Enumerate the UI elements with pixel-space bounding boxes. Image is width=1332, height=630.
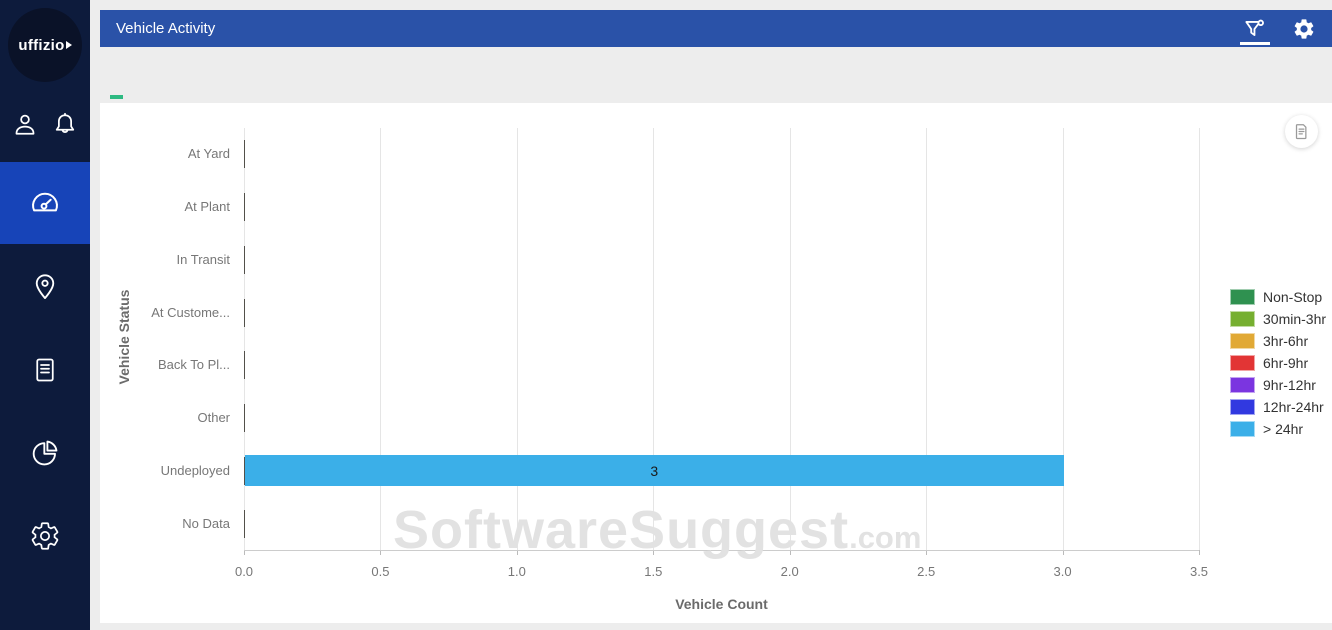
gridline	[1062, 128, 1064, 550]
sidebar-item-user[interactable]	[10, 110, 40, 140]
y-axis-title: Vehicle Status	[116, 289, 132, 385]
widget-tab-indicator[interactable]	[110, 95, 123, 99]
legend-item-non-stop[interactable]: Non-Stop	[1230, 289, 1326, 305]
header-actions	[1238, 10, 1320, 47]
legend-item-12hr-24hr[interactable]: 12hr-24hr	[1230, 399, 1326, 415]
legend-swatch	[1230, 421, 1255, 437]
x-tick-label: 3.0	[1053, 564, 1072, 579]
legend-label: 3hr-6hr	[1263, 333, 1309, 349]
sidebar-item-reports[interactable]	[0, 345, 90, 395]
logo-text: uffizio	[18, 36, 65, 54]
page-title: Vehicle Activity	[116, 20, 216, 37]
legend-label: 9hr-12hr	[1263, 377, 1316, 393]
bar-undeployed[interactable]: 3	[245, 455, 1064, 487]
y-category-label: At Custome...	[151, 304, 230, 320]
y-category-label: At Plant	[184, 199, 230, 215]
legend-label: Non-Stop	[1263, 289, 1323, 305]
sidebar-item-dashboard[interactable]	[0, 162, 90, 244]
filter-icon	[1245, 19, 1264, 36]
y-category-label: In Transit	[176, 251, 230, 267]
chart-legend: Non-Stop 30min-3hr 3hr-6hr 6hr-9hr 9hr-12hr 1…	[1230, 289, 1326, 443]
legend-swatch	[1230, 377, 1255, 393]
x-axis-tick	[1062, 550, 1064, 555]
legend-item--24hr[interactable]: > 24hr	[1230, 421, 1326, 437]
y-axis-tick	[244, 509, 245, 538]
x-axis-tick	[789, 550, 791, 555]
y-category-label: No Data	[182, 515, 230, 531]
legend-label: 6hr-9hr	[1263, 355, 1309, 371]
uffizio-logo: uffizio	[8, 8, 82, 82]
bar-value-label: 3	[650, 462, 659, 479]
legend-swatch	[1230, 399, 1255, 415]
bell-icon	[55, 112, 75, 133]
legend-item-6hr-9hr[interactable]: 6hr-9hr	[1230, 355, 1326, 371]
legend-swatch	[1230, 355, 1255, 371]
x-tick-label: 0.0	[234, 564, 254, 579]
x-tick-label: 2.0	[780, 564, 799, 579]
header-settings-button[interactable]	[1288, 10, 1320, 47]
x-axis-tick	[516, 550, 518, 555]
legend-label: 30min-3hr	[1263, 311, 1327, 327]
x-tick-label: 0.5	[371, 564, 390, 579]
x-axis-tick	[926, 550, 928, 555]
export-document-icon	[1295, 124, 1307, 140]
vehicle-activity-chart-panel: 0.0 0.5 1.0 1.5 2.0 2.5 3.0 3.5 At Yard At Plant I…	[100, 103, 1332, 623]
y-axis-line	[244, 128, 245, 550]
gridline	[926, 128, 928, 550]
plot-area: 0.0 0.5 1.0 1.5 2.0 2.5 3.0 3.5 At Yard At Plant I…	[151, 128, 1208, 579]
x-axis-tick	[653, 550, 655, 555]
legend-swatch	[1230, 311, 1255, 327]
logo-arrow-icon	[65, 41, 72, 49]
sidebar-item-analytics[interactable]	[0, 428, 90, 478]
sidebar: uffizio	[0, 0, 90, 630]
y-axis-tick	[244, 351, 245, 380]
dashboard-icon	[32, 192, 58, 212]
sidebar-item-settings[interactable]	[0, 511, 90, 561]
x-axis-tick	[244, 550, 245, 555]
filter-button[interactable]	[1238, 10, 1272, 47]
y-axis-tick	[244, 456, 245, 485]
y-category-label: Other	[197, 410, 230, 426]
export-button[interactable]	[1285, 115, 1318, 148]
x-axis-tick	[1199, 550, 1200, 555]
page-header: Vehicle Activity	[100, 10, 1332, 47]
legend-item-9hr-12hr[interactable]: 9hr-12hr	[1230, 377, 1326, 393]
x-tick-label: 1.0	[507, 564, 526, 579]
map-pin-icon	[35, 274, 55, 299]
y-category-label: At Yard	[187, 146, 230, 162]
sidebar-item-notifications[interactable]	[50, 110, 80, 140]
gridline	[653, 128, 655, 550]
y-category-label: Undeployed	[160, 462, 230, 478]
y-axis-tick	[244, 140, 245, 169]
gridline	[516, 128, 518, 550]
x-axis-tick	[380, 550, 382, 555]
gear-icon	[31, 522, 59, 550]
y-axis-tick	[244, 404, 245, 433]
user-icon	[15, 114, 35, 135]
legend-item-3hr-6hr[interactable]: 3hr-6hr	[1230, 333, 1326, 349]
gridline	[1199, 128, 1200, 550]
y-axis-tick	[244, 298, 245, 327]
sidebar-item-tracking[interactable]	[0, 262, 90, 312]
legend-label: 12hr-24hr	[1263, 399, 1324, 415]
legend-item-30min-3hr[interactable]: 30min-3hr	[1230, 311, 1326, 327]
gridline	[789, 128, 791, 550]
sidebar-top-icons	[0, 110, 90, 140]
legend-label: > 24hr	[1263, 421, 1304, 437]
document-icon	[36, 358, 54, 382]
x-tick-label: 2.5	[917, 564, 936, 579]
legend-swatch	[1230, 289, 1255, 305]
gridline	[380, 128, 382, 550]
x-axis-line	[244, 550, 1199, 551]
filter-active-indicator	[1240, 42, 1270, 45]
y-axis-tick	[244, 193, 245, 222]
y-category-label: Back To Pl...	[157, 357, 230, 373]
gear-icon	[1294, 18, 1314, 39]
x-axis-title: Vehicle Count	[675, 596, 768, 612]
pie-chart-icon	[32, 440, 58, 466]
y-axis-tick	[244, 245, 245, 274]
legend-swatch	[1230, 333, 1255, 349]
x-tick-label: 1.5	[644, 564, 663, 579]
x-tick-label: 3.5	[1189, 564, 1209, 579]
